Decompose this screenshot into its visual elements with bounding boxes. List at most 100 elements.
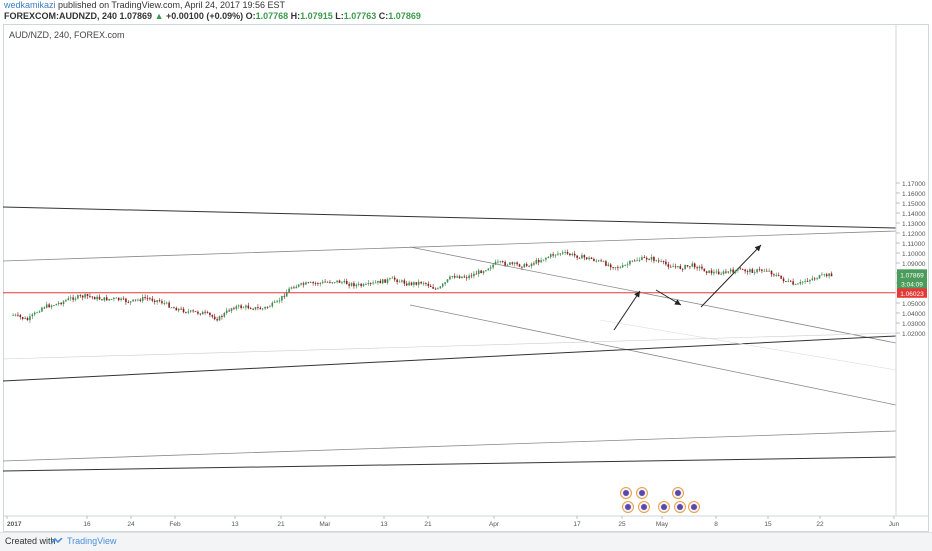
candle-body bbox=[489, 267, 492, 269]
candle bbox=[799, 279, 802, 286]
candle-body bbox=[293, 287, 295, 289]
candle-body bbox=[266, 306, 269, 308]
candle bbox=[511, 261, 514, 266]
candle-body bbox=[506, 264, 509, 266]
candle-body bbox=[74, 298, 77, 300]
upper-resistance-line bbox=[2, 206, 897, 229]
candle bbox=[48, 303, 50, 308]
candle-body bbox=[432, 286, 434, 289]
candle bbox=[242, 306, 245, 309]
candle bbox=[389, 277, 391, 281]
candle bbox=[336, 280, 338, 284]
candle-body bbox=[624, 264, 626, 266]
candle bbox=[571, 252, 574, 257]
candle-body bbox=[237, 305, 240, 307]
candle bbox=[549, 253, 552, 259]
candle-body bbox=[504, 261, 506, 266]
candle bbox=[153, 298, 156, 305]
candle bbox=[595, 258, 598, 263]
candle-body bbox=[60, 302, 62, 305]
author-link[interactable]: wedkamikazi bbox=[4, 0, 56, 10]
candle bbox=[405, 280, 408, 286]
candle bbox=[559, 252, 562, 257]
candle-body bbox=[62, 301, 65, 305]
candle bbox=[269, 304, 271, 308]
y-tick-label: 1.10000 bbox=[902, 251, 926, 258]
candle bbox=[14, 313, 17, 317]
candle bbox=[537, 258, 540, 266]
candle-body bbox=[345, 280, 348, 285]
candle bbox=[273, 299, 276, 304]
candle bbox=[341, 281, 343, 285]
candle bbox=[57, 300, 60, 306]
candle bbox=[84, 293, 86, 300]
x-tick-label: 25 bbox=[618, 521, 626, 528]
last-price-text: 1.07869 bbox=[900, 272, 924, 279]
candle bbox=[624, 264, 626, 267]
candle-body bbox=[264, 306, 266, 309]
candle bbox=[285, 289, 288, 297]
candle bbox=[777, 272, 780, 277]
candle-body bbox=[691, 263, 694, 267]
candle-body bbox=[804, 280, 806, 282]
candle-body bbox=[201, 311, 204, 315]
candle bbox=[312, 281, 314, 286]
candle-body bbox=[535, 259, 538, 264]
price-chart[interactable]: 1.17000 1.16000 1.15000 1.14000 1.13000 1.120… bbox=[0, 0, 932, 532]
candle-body bbox=[451, 276, 454, 277]
candle bbox=[494, 259, 497, 266]
candle-body bbox=[173, 307, 175, 309]
tradingview-brand-link[interactable]: TradingView bbox=[67, 536, 117, 546]
candle-body bbox=[213, 316, 216, 320]
candle bbox=[593, 257, 595, 262]
candle-body bbox=[794, 284, 797, 285]
candle-body bbox=[713, 271, 715, 274]
candle-body bbox=[607, 264, 610, 266]
candle bbox=[566, 249, 569, 255]
candle-body bbox=[617, 267, 619, 269]
candle-body bbox=[341, 282, 343, 284]
candle-body bbox=[737, 268, 739, 271]
candle bbox=[696, 265, 698, 271]
candle bbox=[55, 303, 58, 306]
candle-body bbox=[456, 276, 458, 278]
candle bbox=[497, 259, 499, 264]
candle bbox=[429, 284, 432, 288]
candle bbox=[722, 269, 725, 276]
candle bbox=[348, 281, 350, 289]
candle-body bbox=[645, 257, 648, 260]
candle-body bbox=[681, 268, 684, 270]
candle-body bbox=[828, 273, 830, 277]
candle bbox=[12, 313, 14, 316]
candle bbox=[175, 306, 178, 311]
candle-body bbox=[708, 270, 710, 273]
candle-body bbox=[396, 279, 398, 282]
candle-body bbox=[14, 314, 17, 316]
candle-body bbox=[633, 260, 636, 262]
candle bbox=[576, 255, 578, 261]
publish-header: wedkamikazi published on TradingView.com… bbox=[0, 0, 932, 22]
candle bbox=[108, 298, 110, 302]
candle bbox=[437, 287, 439, 290]
candle bbox=[50, 304, 53, 310]
candle-body bbox=[609, 264, 612, 268]
candle-body bbox=[101, 299, 103, 301]
candle bbox=[45, 301, 48, 309]
candle bbox=[617, 265, 619, 271]
candle bbox=[247, 302, 250, 310]
candle-body bbox=[463, 276, 466, 278]
down-channel-lower-line bbox=[409, 304, 897, 406]
candle bbox=[149, 296, 151, 301]
candle bbox=[276, 299, 278, 304]
candle-body bbox=[19, 314, 22, 318]
candle bbox=[528, 265, 530, 267]
candle-body bbox=[816, 278, 818, 280]
candle-body bbox=[619, 267, 622, 269]
candles-layer bbox=[12, 249, 833, 324]
candle bbox=[103, 297, 106, 302]
candle-body bbox=[552, 254, 554, 256]
candle-body bbox=[777, 275, 780, 276]
candle-body bbox=[799, 282, 802, 284]
candle-body bbox=[33, 312, 36, 315]
candle bbox=[605, 259, 607, 267]
